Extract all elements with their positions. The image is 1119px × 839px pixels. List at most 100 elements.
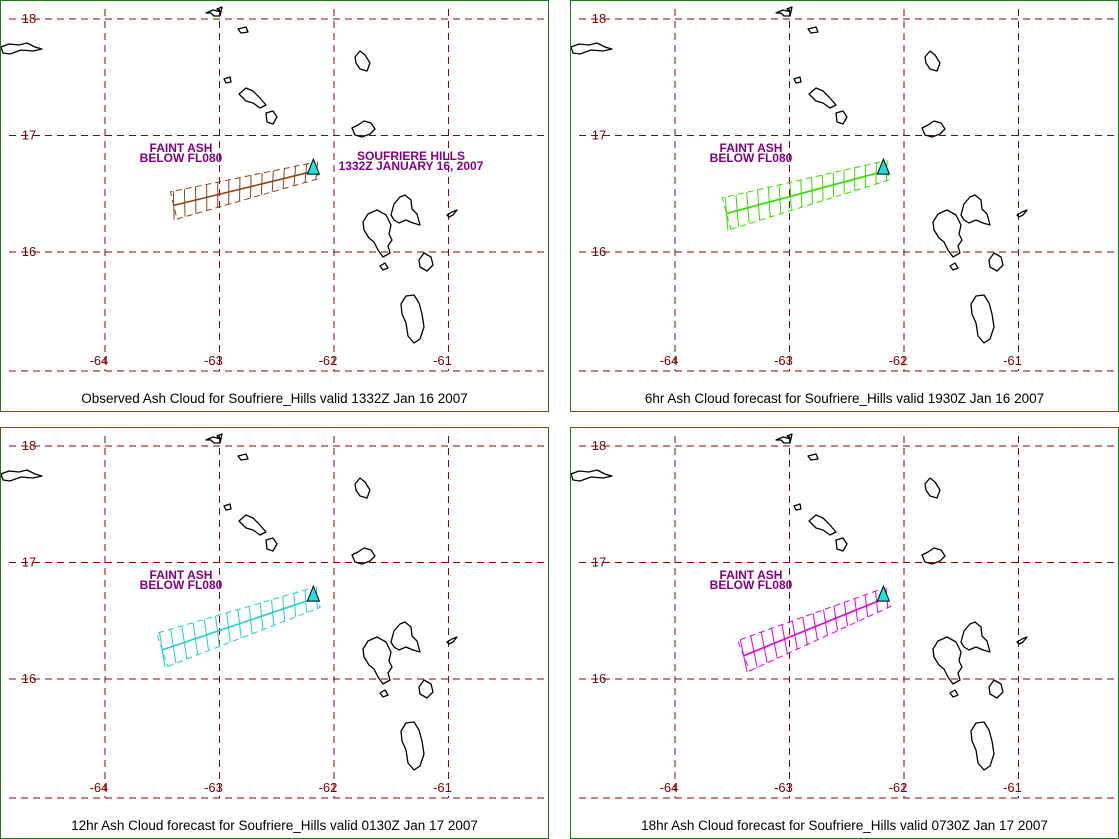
graticule: -64 -63 -62 -61 18 17 16	[579, 436, 1118, 799]
island-outline	[807, 26, 819, 34]
panel-caption: 6hr Ash Cloud forecast for Soufriere_Hil…	[644, 391, 1045, 406]
island-outline	[949, 262, 959, 271]
island-outline	[379, 262, 389, 271]
graticule: -64 -63 -62 -61 18 17 16	[579, 9, 1118, 372]
ash-cloud-outline	[169, 161, 320, 220]
latitude-tick-label: 18	[22, 438, 36, 453]
island-outline	[379, 689, 389, 698]
island-outline	[807, 453, 819, 461]
island-outline	[237, 26, 249, 34]
island-outline	[351, 547, 376, 565]
ash-hatch-line	[293, 166, 297, 186]
ash-hatch-line	[789, 182, 792, 211]
island-outline	[446, 209, 458, 218]
island-outline	[418, 252, 434, 272]
ash-hatch-line	[248, 606, 253, 634]
island-outline	[238, 87, 267, 109]
island-outline	[354, 50, 371, 72]
island-outline	[835, 110, 848, 125]
island-outline	[237, 453, 249, 461]
ash-map-panel-3: -64 -63 -62 -61 18 17 16 FAINT ASH BELOW FL080 …	[570, 427, 1119, 839]
ash-cloud-outline	[155, 586, 321, 668]
latitude-tick-label: 16	[22, 244, 36, 259]
latitude-tick-label: 17	[22, 128, 36, 143]
longitude-tick-label: -63	[774, 780, 793, 795]
longitude-tick-label: -62	[319, 353, 338, 368]
ash-hatch-line	[237, 609, 242, 638]
island-outline	[400, 721, 425, 771]
ash-cloud-label: BELOW FL080	[140, 578, 223, 592]
island-outline	[960, 194, 991, 226]
coastlines	[571, 433, 1028, 771]
longitude-tick-label: -64	[660, 353, 679, 368]
ash-hatch-line	[293, 593, 297, 617]
longitude-tick-label: -63	[204, 353, 223, 368]
island-outline	[835, 537, 848, 552]
ash-hatch-line	[172, 191, 175, 220]
ash-hatch-line	[735, 194, 739, 227]
ash-hatch-line	[270, 599, 275, 626]
island-outline	[571, 42, 613, 55]
graticule: -64 -63 -62 -61 18 17 16	[9, 9, 548, 372]
ash-hatch-line	[739, 639, 748, 673]
ash-hatch-line	[746, 192, 750, 224]
volcano-triangle	[876, 584, 891, 602]
island-outline	[1, 42, 43, 55]
ash-hatch-line	[170, 629, 177, 664]
ash-hatch-line	[181, 625, 188, 660]
island-outline	[932, 209, 963, 258]
island-outline	[970, 721, 995, 771]
island-outline	[808, 514, 837, 536]
ash-cloud-outline	[736, 587, 892, 672]
ash-cloud-plume	[155, 586, 321, 668]
island-outline	[970, 294, 995, 344]
ash-hatch-line	[771, 628, 778, 659]
coastlines	[571, 6, 1028, 344]
longitude-tick-label: -61	[1003, 780, 1022, 795]
ash-hatch-line	[791, 620, 798, 650]
ash-cloud-label: BELOW FL080	[140, 151, 223, 165]
ash-hatch-line	[203, 619, 210, 651]
ash-map-panel-0: -64 -63 -62 -61 18 17 16 FAINT ASH BELOW FL080 S…	[0, 0, 549, 412]
ash-hatch-line	[800, 179, 803, 208]
island-outline	[265, 537, 278, 552]
ash-cloud-label: FAINT ASH	[150, 568, 213, 582]
ash-hatch-line	[304, 589, 307, 613]
island-outline	[960, 621, 991, 653]
longitude-tick-label: -62	[889, 353, 908, 368]
island-outline	[921, 547, 946, 565]
island-outline	[808, 87, 837, 109]
latitude-tick-label: 17	[592, 128, 606, 143]
ash-hatch-line	[214, 615, 220, 647]
ash-hatch-line	[843, 602, 849, 627]
ash-cloud-axis	[173, 169, 318, 207]
ash-hatch-line	[192, 622, 199, 655]
island-outline	[446, 636, 458, 645]
island-outline	[1, 469, 43, 482]
island-outline	[932, 636, 963, 685]
longitude-tick-label: -62	[889, 780, 908, 795]
ash-hatch-line	[757, 189, 761, 221]
longitude-tick-label: -63	[204, 780, 223, 795]
volcano-name-label: SOUFRIERE HILLS	[357, 149, 465, 163]
longitude-tick-label: -61	[433, 780, 452, 795]
island-outline	[949, 689, 959, 698]
latitude-tick-label: 17	[592, 555, 606, 570]
ash-hatch-line	[282, 168, 285, 189]
island-outline	[921, 120, 946, 138]
volcano-icon	[876, 157, 891, 175]
ash-hatch-line	[781, 624, 788, 654]
coastlines	[1, 6, 458, 344]
island-outline	[1016, 636, 1028, 645]
ash-hatch-line	[833, 605, 838, 631]
ash-hatch-line	[724, 196, 729, 231]
ash-hatch-line	[304, 163, 308, 183]
ash-map-panel-2: -64 -63 -62 -61 18 17 16 FAINT ASH BELOW FL080 …	[0, 427, 549, 839]
ash-cloud-label: FAINT ASH	[720, 141, 783, 155]
island-outline	[924, 50, 941, 72]
